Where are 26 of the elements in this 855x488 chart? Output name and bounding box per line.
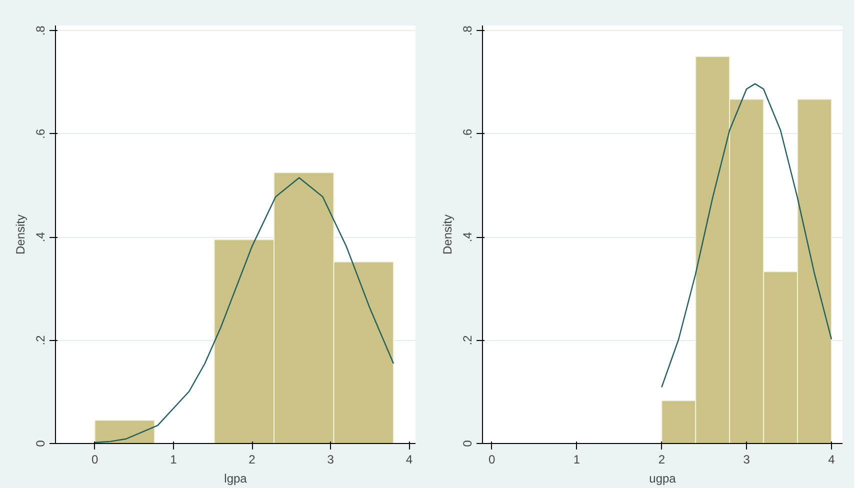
x-tick-label: 1 xyxy=(573,452,580,466)
y-tick-label: .4 xyxy=(34,232,48,242)
x-tick-label: 0 xyxy=(91,452,98,466)
x-tick-label: 3 xyxy=(743,452,750,466)
y-tick-label: .2 xyxy=(460,334,474,346)
x-tick-label: 4 xyxy=(406,452,413,466)
x-axis-title: lgpa xyxy=(224,472,248,486)
y-tick-label: .4 xyxy=(460,232,474,242)
x-tick-label: 2 xyxy=(658,452,666,466)
line-series xyxy=(94,177,394,444)
x-tick-label: 2 xyxy=(248,452,256,466)
line-series xyxy=(661,83,832,388)
y-tick-label: 0 xyxy=(460,440,474,447)
y-tick-label: 0 xyxy=(34,440,48,447)
x-tick-label: 4 xyxy=(828,452,836,466)
x-axis-title: ugpa xyxy=(649,472,676,486)
y-tick-label: .6 xyxy=(460,128,474,139)
x-tick-label: 1 xyxy=(170,452,178,466)
y-tick-label: .2 xyxy=(34,334,48,346)
y-axis-title: Density xyxy=(14,214,28,255)
x-tick-label: 0 xyxy=(488,452,496,466)
x-tick-label: 3 xyxy=(327,452,334,466)
y-tick-label: .8 xyxy=(34,25,48,36)
y-tick-label: .6 xyxy=(34,128,48,139)
y-axis-title: Density xyxy=(440,214,454,255)
y-tick-label: .8 xyxy=(460,25,474,36)
